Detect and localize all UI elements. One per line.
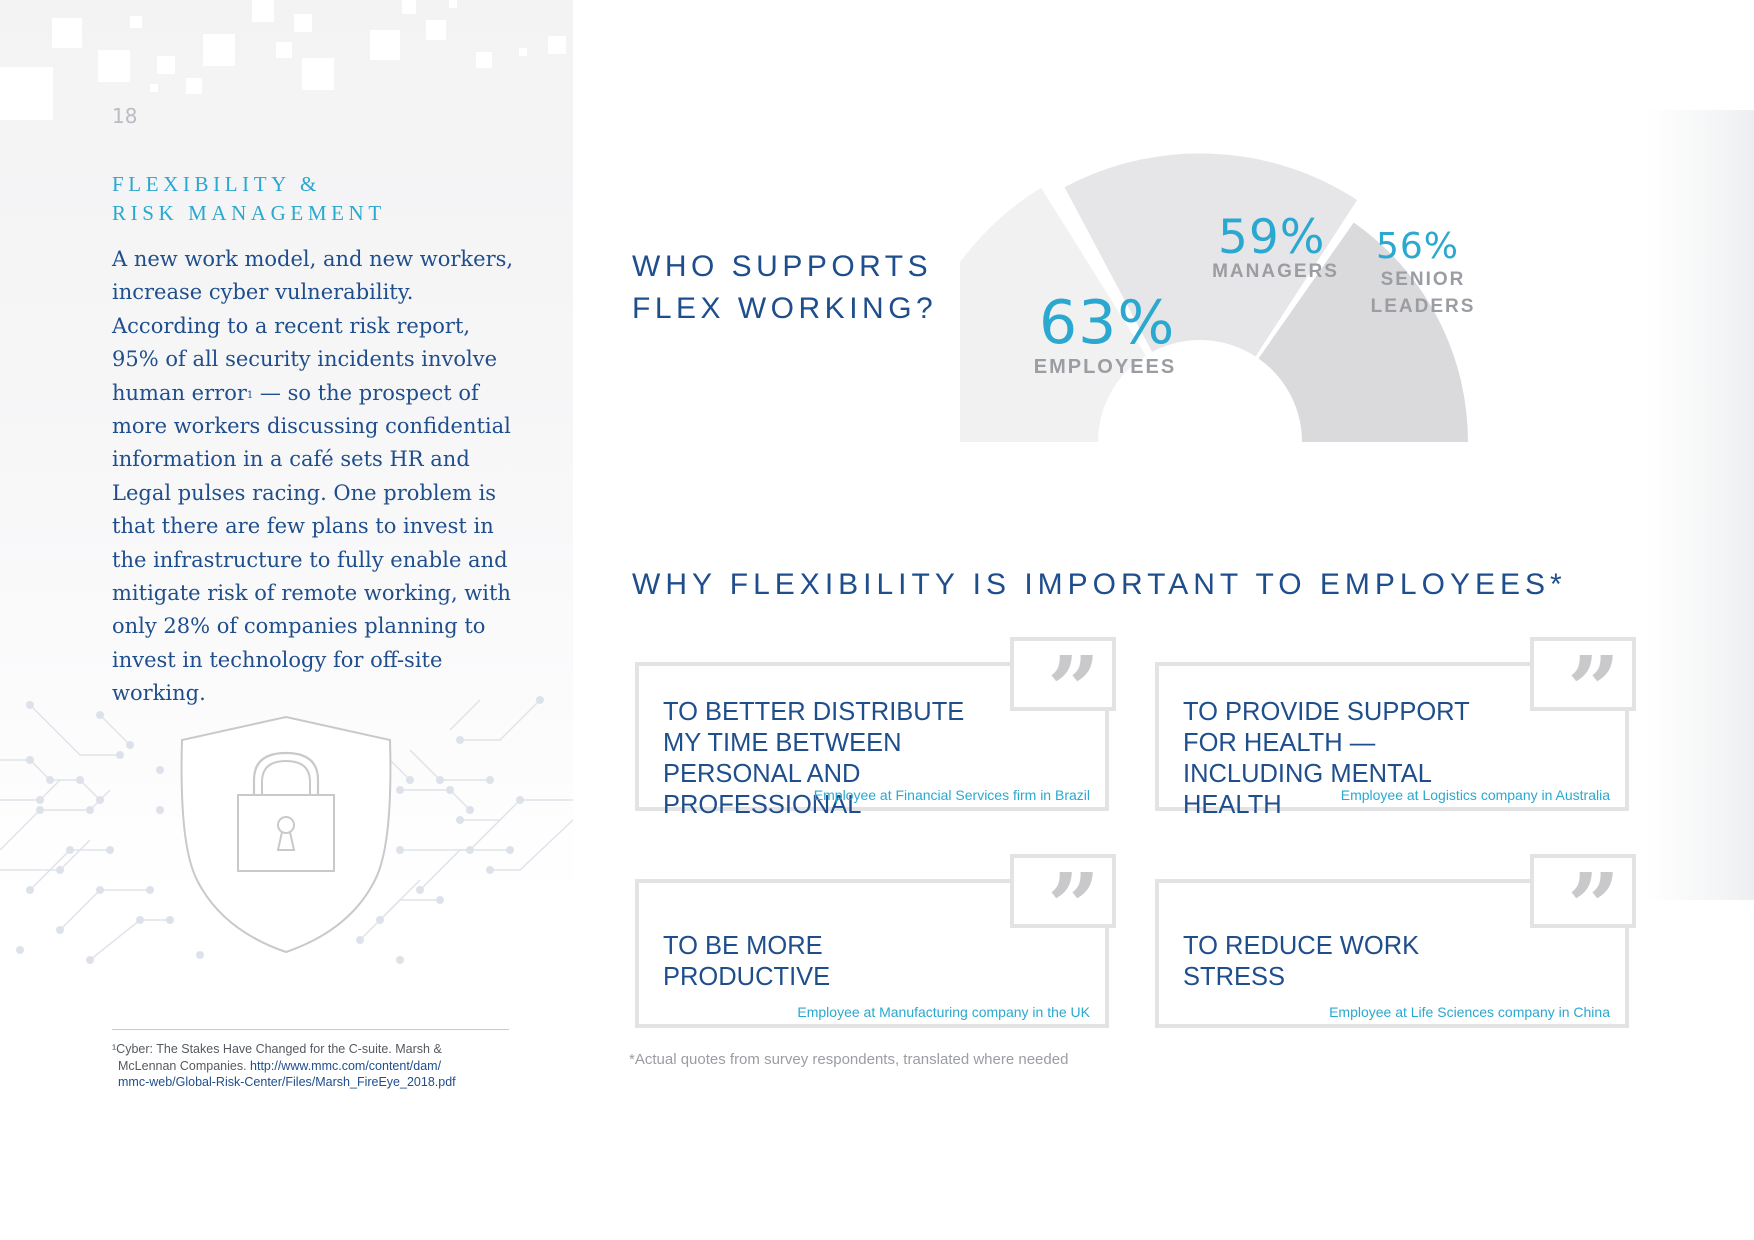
quote-frame <box>635 662 1109 811</box>
quote-box: ” <box>1010 636 1116 744</box>
chart-slice-managers <box>1064 153 1358 357</box>
decor-square <box>548 36 566 54</box>
decorative-image <box>1644 110 1754 900</box>
quote-text: TO BETTER DISTRIBUTE MY TIME BETWEEN PER… <box>663 698 965 819</box>
quote-mark-icon: ” <box>1567 636 1620 744</box>
fan-chart-svg <box>960 153 1468 442</box>
chart-slice-employees <box>960 187 1146 442</box>
section-title-line: RISK MANAGEMENT <box>112 201 386 225</box>
decor-square <box>449 0 457 8</box>
survey-footnote: *Actual quotes from survey respondents, … <box>629 1051 1069 1068</box>
decor-square <box>302 58 334 90</box>
shield-lock-icon <box>180 715 392 954</box>
quote-attribution: Employee at Life Sciences company in Chi… <box>1329 1004 1610 1020</box>
quote-mark-icon: ” <box>1567 853 1620 961</box>
decor-square <box>252 0 274 22</box>
quote-text: TO BE MORE PRODUCTIVE <box>663 932 831 991</box>
decor-square <box>150 84 158 92</box>
quote-card: ” TO BETTER DISTRIBUTE MY TIME BETWEEN P… <box>635 636 1116 819</box>
who-supports-title: WHO SUPPORTS FLEX WORKING? <box>632 246 937 330</box>
decor-square <box>157 56 175 74</box>
quote-attribution: Employee at Manufacturing company in the… <box>797 1004 1090 1020</box>
who-supports-title-line: WHO SUPPORTS <box>632 250 933 283</box>
footnote-divider <box>112 1029 509 1030</box>
body-text-a: A new work model, and new workers, incre… <box>112 247 514 405</box>
why-flexibility-title: WHY FLEXIBILITY IS IMPORTANT TO EMPLOYEE… <box>632 568 1567 601</box>
label-senior-leaders: SENIOR LEADERS <box>1358 266 1488 320</box>
decor-square <box>98 50 130 82</box>
quote-card: ” TO BE MORE PRODUCTIVE Employee at Manu… <box>635 853 1116 1028</box>
footnote: ¹Cyber: The Stakes Have Changed for the … <box>112 1041 532 1091</box>
decor-square <box>426 20 446 40</box>
footnote-line: ¹Cyber: The Stakes Have Changed for the … <box>112 1042 442 1056</box>
quote-attribution: Employee at Financial Services firm in B… <box>813 787 1090 803</box>
quote-card: ” TO REDUCE WORK STRESS Employee at Life… <box>1155 853 1636 1028</box>
quote-text: TO REDUCE WORK STRESS <box>1183 932 1420 991</box>
decor-square <box>0 67 53 120</box>
quote-box: ” <box>1530 636 1636 744</box>
body-text-b: — so the prospect of more workers discus… <box>112 380 511 706</box>
circuit-pattern <box>0 696 573 964</box>
label-managers: MANAGERS <box>1208 258 1343 285</box>
chart-label-line: MANAGERS <box>1212 261 1339 282</box>
decor-square <box>130 16 142 28</box>
quote-box: ” <box>1010 853 1116 961</box>
decor-square <box>519 48 527 56</box>
chart-label-line: SENIOR <box>1380 269 1466 290</box>
label-employees: EMPLOYEES <box>1030 354 1180 381</box>
body-paragraph: A new work model, and new workers, incre… <box>112 243 522 711</box>
quote-box: ” <box>1530 853 1636 961</box>
page-number: 18 <box>112 104 138 128</box>
section-title-line: FLEXIBILITY & <box>112 172 321 196</box>
section-title: FLEXIBILITY & RISK MANAGEMENT <box>112 170 386 228</box>
quote-mark-icon: ” <box>1047 853 1100 961</box>
footnote-link[interactable]: http://www.mmc.com/content/dam/ <box>250 1058 442 1073</box>
decor-square <box>276 42 292 58</box>
decor-square <box>203 34 235 66</box>
left-panel: 18 FLEXIBILITY & RISK MANAGEMENT A new w… <box>0 0 573 1240</box>
quote-text: TO PROVIDE SUPPORT FOR HEALTH — INCLUDIN… <box>1183 698 1470 819</box>
pct-managers: 59% <box>1218 210 1326 265</box>
footnote-line: McLennan Companies. <box>118 1058 251 1073</box>
pct-employees: 63% <box>1039 288 1176 358</box>
footnote-link[interactable]: mmc-web/Global-Risk-Center/Files/Marsh_F… <box>118 1075 456 1089</box>
support-chart: 63% EMPLOYEES 59% MANAGERS 56% SENIOR LE… <box>960 130 1540 460</box>
decor-square <box>370 30 400 60</box>
decor-square <box>52 18 82 48</box>
decor-square <box>294 14 312 32</box>
quote-card: ” TO PROVIDE SUPPORT FOR HEALTH — INCLUD… <box>1155 636 1636 819</box>
chart-label-line: LEADERS <box>1370 296 1476 317</box>
chart-label-line: EMPLOYEES <box>1033 356 1177 378</box>
chart-slice-senior-leaders <box>1258 222 1468 442</box>
quote-attribution: Employee at Logistics company in Austral… <box>1340 787 1610 803</box>
quote-mark-icon: ” <box>1047 636 1100 744</box>
pct-senior-leaders: 56% <box>1376 226 1460 267</box>
decor-square <box>476 52 492 68</box>
who-supports-title-line: FLEX WORKING? <box>632 292 938 325</box>
decor-square <box>186 78 202 94</box>
footnote-ref: 1 <box>246 389 254 401</box>
decor-square <box>402 0 416 14</box>
